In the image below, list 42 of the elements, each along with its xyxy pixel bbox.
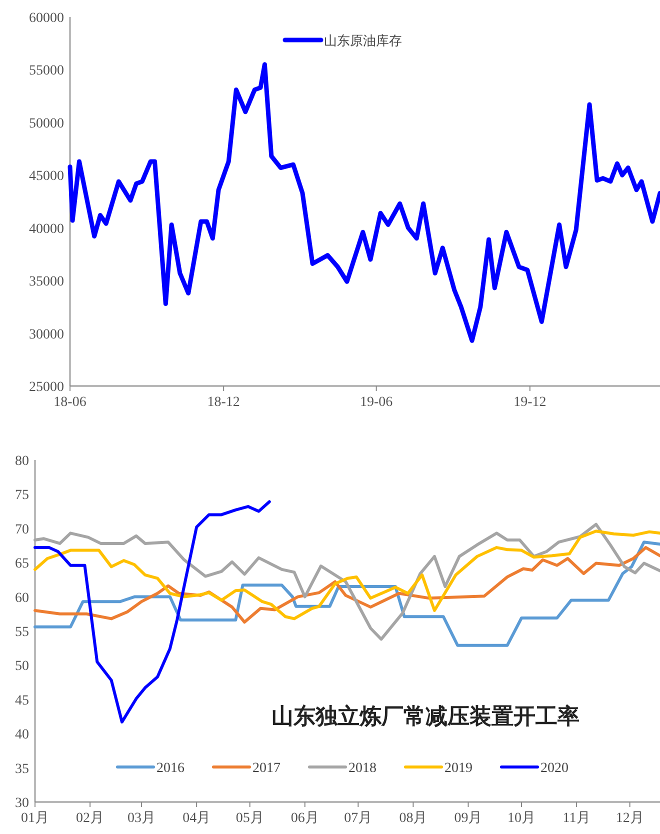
x-tick-label: 09月 xyxy=(454,811,482,826)
legend-label: 2020 xyxy=(540,761,568,776)
y-tick-label: 75 xyxy=(15,488,29,504)
legend-label: 2018 xyxy=(348,761,376,776)
y-tick-label: 35000 xyxy=(29,274,64,290)
y-tick-label: 30000 xyxy=(29,327,64,342)
x-tick-label: 11月 xyxy=(562,811,590,826)
y-tick-label: 50 xyxy=(15,659,29,674)
x-tick-label: 06月 xyxy=(290,811,319,826)
y-tick-label: 60 xyxy=(15,590,29,606)
y-tick-label: 55000 xyxy=(29,64,64,79)
x-tick-label: 05月 xyxy=(236,811,264,826)
y-tick-label: 80 xyxy=(15,454,29,469)
y-tick-label: 50000 xyxy=(29,116,64,132)
x-tick-label: 03月 xyxy=(128,811,156,826)
y-tick-label: 40000 xyxy=(29,222,64,237)
x-tick-label: 10月 xyxy=(508,811,536,826)
y-tick-label: 70 xyxy=(15,522,29,538)
x-tick-label: 19-06 xyxy=(360,395,393,410)
legend-label: 2019 xyxy=(444,761,472,776)
y-tick-label: 30 xyxy=(15,796,29,811)
y-tick-label: 35 xyxy=(15,762,29,777)
legend-label: 2016 xyxy=(156,761,184,776)
y-tick-label: 55 xyxy=(15,625,29,640)
y-tick-label: 25000 xyxy=(29,380,64,395)
y-tick-label: 65 xyxy=(15,556,29,572)
x-tick-label: 18-06 xyxy=(54,395,86,410)
x-tick-label: 12月 xyxy=(616,811,644,826)
x-tick-label: 18-12 xyxy=(207,395,240,410)
x-tick-label: 04月 xyxy=(182,811,211,826)
x-tick-label: 08月 xyxy=(399,811,428,826)
y-tick-label: 45000 xyxy=(29,169,64,184)
x-tick-label: 07月 xyxy=(344,811,372,826)
y-tick-label: 40 xyxy=(15,728,29,743)
legend-label: 山东原油库存 xyxy=(324,34,402,49)
legend-label: 2017 xyxy=(252,761,280,776)
x-tick-label: 19-12 xyxy=(514,395,546,410)
text: 山东独立炼厂常减压装置开工率 xyxy=(272,703,580,730)
x-tick-label: 02月 xyxy=(76,811,104,826)
y-tick-label: 60000 xyxy=(29,11,64,26)
y-tick-label: 45 xyxy=(15,693,29,708)
x-tick-label: 01月 xyxy=(21,811,49,826)
